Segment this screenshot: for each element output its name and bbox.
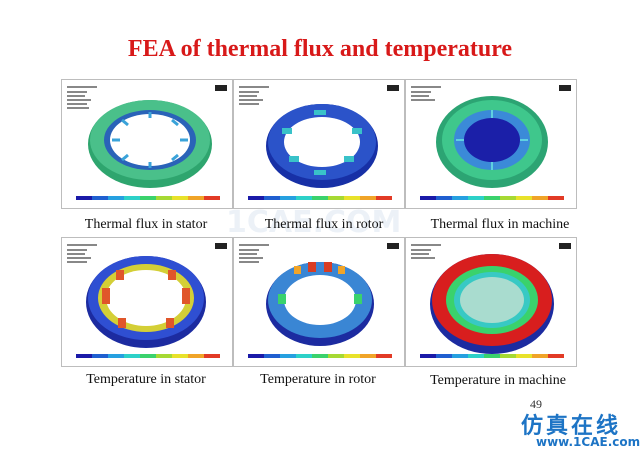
fea-image-flux-rotor bbox=[233, 79, 405, 209]
color-legend-bar bbox=[76, 196, 220, 200]
caption-flux-stator: Thermal flux in stator bbox=[84, 217, 208, 232]
fea-image-temp-stator bbox=[61, 237, 233, 367]
slide-title: FEA of thermal flux and temperature bbox=[127, 36, 513, 62]
fea-image-temp-rotor bbox=[233, 237, 405, 367]
caption-temp-stator: Temperature in stator bbox=[86, 372, 206, 387]
fea-image-flux-machine bbox=[405, 79, 577, 209]
fea-image-temp-machine bbox=[405, 237, 577, 367]
watermark-chinese: 仿真在线 bbox=[521, 414, 622, 439]
caption-flux-machine: Thermal flux in machine bbox=[430, 217, 570, 232]
center-watermark: 1CAE.COM bbox=[226, 205, 402, 240]
caption-flux-rotor: Thermal flux in rotor bbox=[264, 217, 384, 232]
watermark-url: www.1CAE.com bbox=[536, 435, 640, 449]
ansys-text-block bbox=[67, 86, 97, 109]
page-number: 49 bbox=[530, 397, 542, 411]
fea-image-flux-stator bbox=[61, 79, 233, 209]
caption-temp-machine: Temperature in machine bbox=[430, 373, 566, 388]
caption-temp-rotor: Temperature in rotor bbox=[260, 372, 376, 387]
